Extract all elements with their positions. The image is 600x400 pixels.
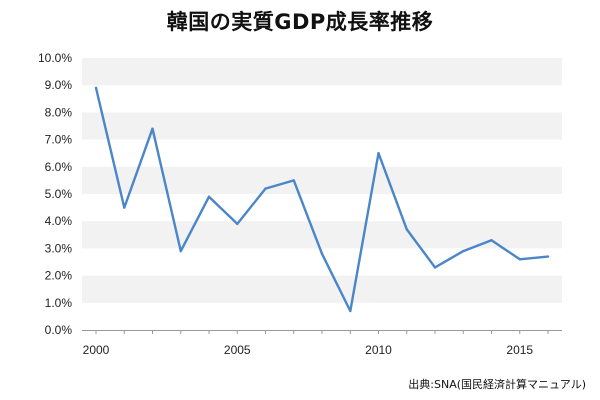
y-tick-label: 1.0% [45, 296, 73, 310]
data-point [151, 127, 154, 130]
data-point [94, 86, 98, 90]
grid-band [82, 58, 562, 86]
y-tick-label: 2.0% [45, 269, 73, 283]
grid-band [82, 275, 562, 303]
data-point [179, 249, 182, 253]
data-point [292, 179, 295, 182]
data-point [490, 239, 493, 242]
y-tick-label: 4.0% [45, 214, 73, 228]
data-point [405, 228, 408, 231]
data-point [546, 255, 550, 258]
y-axis-tick-labels: 0.0% 1.0% 2.0% 3.0% 4.0% 5.0% 6.0% 7.0% 8.0% 9.0%… [38, 51, 72, 337]
data-point [349, 309, 352, 313]
grid-band [82, 221, 562, 249]
grid-band [82, 166, 562, 194]
y-tick-label: 7.0% [45, 133, 73, 147]
data-point [462, 249, 465, 253]
y-tick-label: 6.0% [45, 160, 73, 174]
data-point [433, 266, 437, 269]
y-tick-label: 0.0% [45, 323, 73, 337]
x-tick-label: 2010 [365, 343, 392, 357]
y-tick-label: 5.0% [45, 187, 73, 201]
chart-title: 韓国の実質GDP成長率推移 [166, 10, 434, 34]
data-point [320, 252, 324, 256]
x-tick-label: 2005 [224, 343, 251, 357]
grid-bands [82, 58, 562, 303]
grid-band [82, 112, 562, 140]
data-point [236, 222, 239, 226]
source-note: 出典:SNA(国民経済計算マニュアル) [408, 378, 586, 391]
data-point [207, 195, 211, 198]
y-tick-label: 9.0% [45, 78, 73, 92]
y-tick-label: 8.0% [45, 105, 73, 119]
x-tick-label: 2000 [83, 343, 110, 357]
y-tick-label: 3.0% [45, 241, 73, 255]
data-point [377, 152, 380, 155]
data-point [264, 187, 267, 190]
y-tick-label: 10.0% [38, 51, 72, 65]
x-tick-label: 2015 [506, 343, 533, 357]
data-point [123, 206, 126, 209]
series-layer [94, 86, 550, 313]
x-axis: 2000 2005 2010 2015 [82, 330, 562, 357]
data-point [518, 258, 521, 261]
